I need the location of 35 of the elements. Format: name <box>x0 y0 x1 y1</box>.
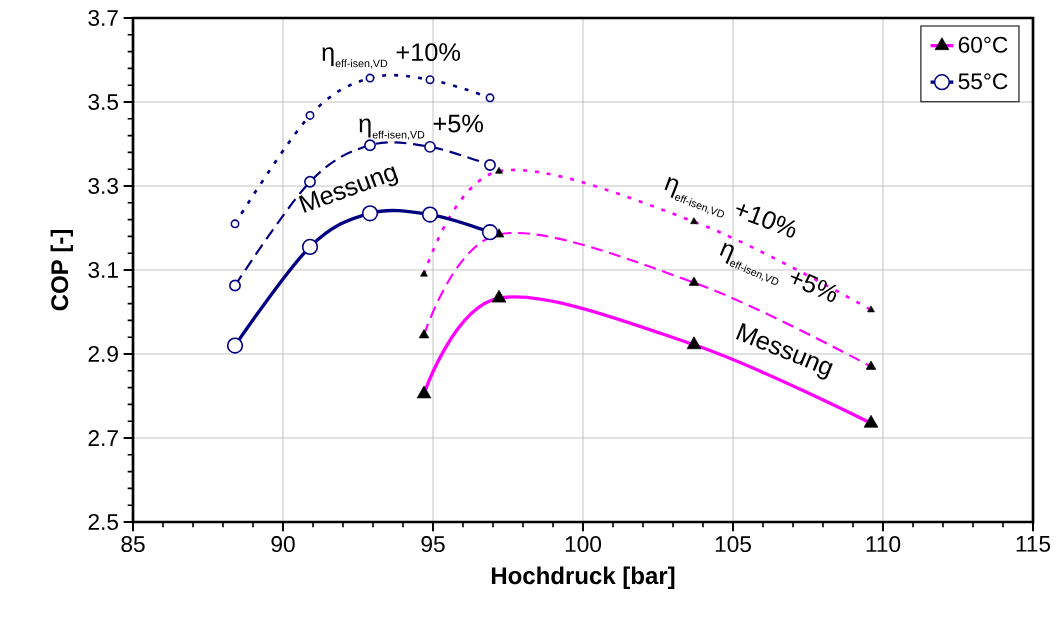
x-tick-label: 90 <box>271 536 295 553</box>
annotation: $\mbox{η}_{\mbox{\footnotesize eff-isen,VD}}\mbox{ +5\%}$ <box>359 114 483 140</box>
point <box>365 73 375 83</box>
annotation: $\mbox{η}_{\mbox{\footnotesize eff-isen,VD}}\mbox{ +5\%}$ <box>719 242 837 302</box>
x-tick-label: 110 <box>866 536 901 553</box>
point <box>421 206 439 223</box>
point <box>485 93 495 103</box>
y-tick-label: 2.5 <box>88 513 119 531</box>
x-tick-label: 85 <box>121 536 145 553</box>
point <box>301 238 319 256</box>
point <box>424 140 436 153</box>
y-axis-title: COP [-] <box>50 230 73 311</box>
y-tick-label: 3.1 <box>88 261 118 279</box>
point <box>481 224 499 241</box>
point <box>226 337 244 354</box>
annotation: $\mbox{η}_{\mbox{\footnotesize eff-isen,VD}}\mbox{ +10\%}$ <box>664 176 796 238</box>
x-axis-title: Hochdruck [bar] <box>491 566 675 589</box>
point <box>229 279 241 292</box>
legend-label: 60°C <box>958 36 1008 53</box>
annotation: $\mbox{η}_{\mbox{\footnotesize eff-isen,VD}}\mbox{ +10\%}$ <box>322 43 461 69</box>
x-tick-label: 95 <box>421 536 445 553</box>
x-tick-label: 100 <box>565 536 602 553</box>
y-tick-label: 2.7 <box>88 430 118 446</box>
point <box>230 219 240 229</box>
y-tick-label: 3.3 <box>88 177 118 195</box>
legend-label: 55°C <box>958 73 1008 90</box>
y-tick-label: 3.5 <box>88 93 119 111</box>
y-tick-label: 3.7 <box>88 9 118 27</box>
point <box>305 110 315 120</box>
y-tick-label: 2.9 <box>88 345 118 363</box>
point <box>484 159 496 171</box>
point <box>425 75 435 85</box>
point <box>364 139 376 152</box>
x-tick-label: 105 <box>715 536 751 553</box>
x-tick-label: 115 <box>1016 536 1051 552</box>
